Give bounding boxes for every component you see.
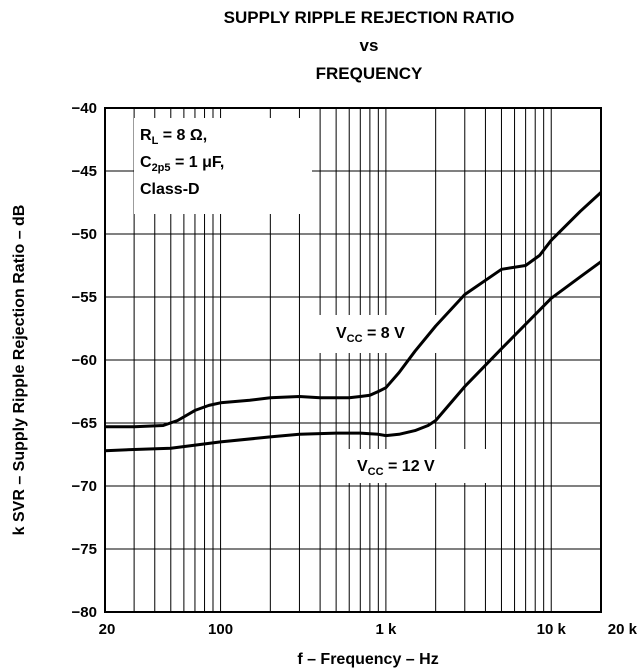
- x-tick-label: 20 k: [608, 621, 638, 638]
- y-tick-label: −55: [72, 289, 97, 306]
- x-tick-label: 10 k: [537, 621, 567, 638]
- annotation-background: [134, 118, 312, 214]
- annotation-background: [310, 315, 444, 353]
- series-label-2: VCC = 12 V: [357, 458, 435, 478]
- x-tick-labels: 20 100 1 k 10 k 20 k: [99, 621, 638, 638]
- condition-line-2: C2p5 = 1 μF,: [140, 154, 224, 174]
- series-labels: VCC = 8 V VCC = 12 V: [336, 325, 435, 478]
- condition-line-3: Class-D: [140, 181, 200, 198]
- x-axis-label: f – Frequency – Hz: [297, 651, 438, 668]
- series-line-1: [105, 191, 603, 429]
- y-tick-label: −65: [72, 415, 97, 432]
- annotation-background: [340, 449, 486, 483]
- x-tick-label: 1 k: [375, 621, 397, 638]
- plot-frame: [104, 107, 602, 613]
- condition-line-1: RL = 8 Ω,: [140, 127, 207, 147]
- y-tick-label: −60: [72, 352, 97, 369]
- annotation-backgrounds: [134, 118, 486, 483]
- y-tick-labels: −40 −45 −50 −55 −60 −65 −70 −75 −80: [72, 100, 97, 621]
- y-tick-label: −70: [72, 478, 97, 495]
- x-tick-label: 20: [99, 621, 116, 638]
- chart-title-line-3: FREQUENCY: [316, 64, 423, 83]
- y-tick-label: −80: [72, 604, 97, 621]
- y-tick-label: −50: [72, 226, 97, 243]
- y-tick-label: −40: [72, 100, 97, 117]
- series-label-1: VCC = 8 V: [336, 325, 405, 345]
- chart-title: SUPPLY RIPPLE REJECTION RATIO vs FREQUEN…: [224, 8, 515, 83]
- chart-title-line-1: SUPPLY RIPPLE REJECTION RATIO: [224, 8, 515, 27]
- series-line-2: [104, 260, 602, 453]
- test-conditions: RL = 8 Ω, C2p5 = 1 μF, Class-D: [140, 127, 224, 198]
- y-tick-label: −75: [72, 541, 97, 558]
- series-lines: [104, 191, 603, 453]
- chart-title-line-2: vs: [360, 36, 379, 55]
- y-axis-label: k SVR – Supply Ripple Rejection Ratio – …: [11, 205, 28, 536]
- y-tick-label: −45: [72, 163, 97, 180]
- x-tick-label: 100: [208, 621, 233, 638]
